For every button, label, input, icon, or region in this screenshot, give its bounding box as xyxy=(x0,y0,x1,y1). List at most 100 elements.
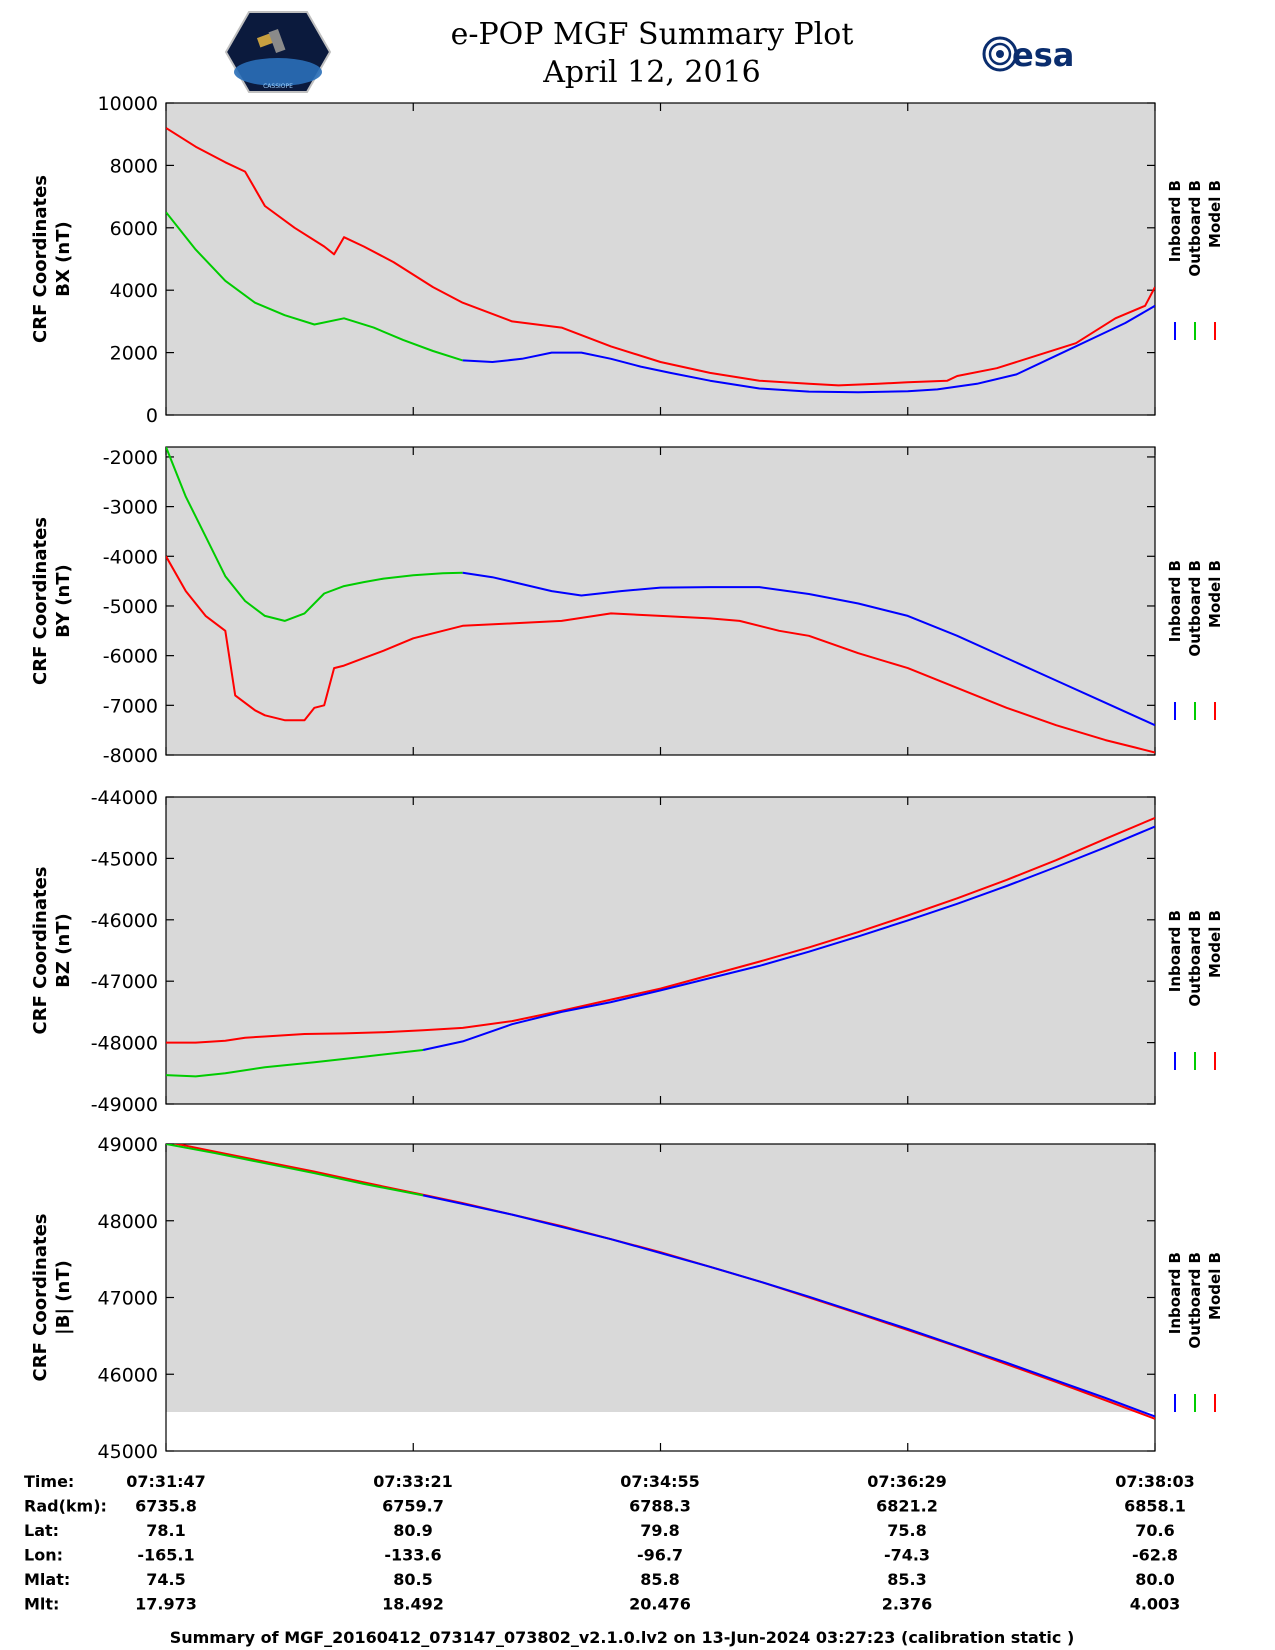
series-inboard-b xyxy=(462,571,1155,727)
info-row-label: Lon: xyxy=(24,1546,63,1565)
footer-text: Summary of MGF_20160412_073147_073802_v2… xyxy=(170,1628,1075,1647)
info-value: 18.492 xyxy=(382,1595,444,1614)
panel-background xyxy=(166,447,1155,755)
panel-bmag: 45000 46000 47000 48000 49000 CRF Coordinates… xyxy=(30,1134,1224,1463)
y-tick-label: 45000 xyxy=(98,1441,158,1463)
legend-label: Outboard B xyxy=(1186,180,1204,277)
cassiope-logo-text: CASSIOPE xyxy=(263,83,293,90)
panel-background xyxy=(166,1144,1155,1412)
y-axis-label-line1: CRF Coordinates xyxy=(30,1214,51,1382)
y-tick-label: 6000 xyxy=(110,218,158,240)
y-tick-label: -49000 xyxy=(91,1094,158,1116)
info-value: 20.476 xyxy=(629,1595,691,1614)
y-tick-label: -7000 xyxy=(103,695,158,717)
y-tick-label: -46000 xyxy=(91,910,158,932)
y-tick-label: 2000 xyxy=(110,343,158,365)
info-value: 6759.7 xyxy=(382,1497,444,1516)
plot-title: e-POP MGF Summary Plot xyxy=(451,17,854,52)
info-value: 85.3 xyxy=(887,1570,926,1589)
info-value: 74.5 xyxy=(146,1570,185,1589)
esa-logo: esa xyxy=(982,36,1074,74)
series-inboard-b xyxy=(422,825,1155,1051)
info-row-label: Mlt: xyxy=(24,1595,59,1614)
info-table: Time: 07:31:47 07:33:21 07:34:55 07:36:29 07:… xyxy=(24,1472,1195,1614)
info-value: 78.1 xyxy=(146,1521,185,1540)
y-tick-label: 8000 xyxy=(110,155,158,177)
info-row-label: Rad(km): xyxy=(24,1497,107,1516)
series-outboard-b xyxy=(166,447,463,622)
panel-background xyxy=(166,797,1155,1104)
y-tick-label: -8000 xyxy=(103,745,158,767)
info-value: -74.3 xyxy=(884,1546,930,1565)
info-value: 75.8 xyxy=(887,1521,926,1540)
legend-label: Inboard B xyxy=(1166,560,1184,642)
legend-label: Model B xyxy=(1206,910,1224,978)
y-tick-label: -2000 xyxy=(103,447,158,469)
info-value: -96.7 xyxy=(637,1546,683,1565)
info-value: 07:33:21 xyxy=(373,1472,453,1491)
info-value: 70.6 xyxy=(1135,1521,1174,1540)
info-value: 07:34:55 xyxy=(620,1472,700,1491)
y-tick-label: 49000 xyxy=(98,1134,158,1156)
cassiope-logo: CASSIOPE xyxy=(224,11,332,93)
legend-label: Outboard B xyxy=(1186,1252,1204,1349)
y-axis-label-line1: CRF Coordinates xyxy=(30,175,51,343)
y-tick-label: -4000 xyxy=(103,546,158,568)
info-value: -133.6 xyxy=(384,1546,441,1565)
panel-background xyxy=(166,103,1155,415)
info-row-label: Mlat: xyxy=(24,1570,70,1589)
info-value: 79.8 xyxy=(640,1521,679,1540)
series-outboard-b xyxy=(166,211,464,362)
legend-label: Outboard B xyxy=(1186,560,1204,657)
y-axis-label-line2: BX (nT) xyxy=(53,221,74,296)
y-tick-label: 48000 xyxy=(98,1211,158,1233)
info-value: 80.5 xyxy=(393,1570,432,1589)
info-row-label: Time: xyxy=(24,1472,74,1491)
info-value: 07:38:03 xyxy=(1115,1472,1195,1491)
panel-bz: -49000 -48000 -47000 -46000 -45000 -44000 CRF … xyxy=(30,787,1224,1116)
y-tick-label: 4000 xyxy=(110,280,158,302)
series-model-b xyxy=(166,127,1155,387)
y-tick-label: 0 xyxy=(146,405,158,427)
series-model-b xyxy=(166,816,1155,1044)
y-tick-label: -44000 xyxy=(91,787,158,809)
series-outboard-b xyxy=(166,1049,424,1078)
panel-bx: 0 2000 4000 6000 8000 10000 CRF Coordinates BX … xyxy=(30,93,1224,427)
info-value: 2.376 xyxy=(882,1595,933,1614)
legend-label: Model B xyxy=(1206,560,1224,628)
series-model-b xyxy=(166,555,1155,754)
panel-by: -8000 -7000 -6000 -5000 -4000 -3000 -2000 CRF C… xyxy=(30,446,1224,767)
series-inboard-b xyxy=(422,1194,1155,1418)
info-value: 6735.8 xyxy=(135,1497,197,1516)
info-value: 07:31:47 xyxy=(126,1472,206,1491)
y-axis-label-line2: BY (nT) xyxy=(53,564,74,638)
y-tick-label: -48000 xyxy=(91,1033,158,1055)
y-tick-label: -47000 xyxy=(91,971,158,993)
y-tick-label: -45000 xyxy=(91,848,158,870)
legend-label: Inboard B xyxy=(1166,180,1184,262)
y-tick-label: -6000 xyxy=(103,646,158,668)
legend-label: Inboard B xyxy=(1166,910,1184,992)
legend-label: Model B xyxy=(1206,1252,1224,1320)
info-value: 4.003 xyxy=(1130,1595,1181,1614)
y-tick-label: 47000 xyxy=(98,1288,158,1310)
legend-label: Inboard B xyxy=(1166,1252,1184,1334)
legend-label: Model B xyxy=(1206,180,1224,248)
y-tick-label: 10000 xyxy=(98,93,158,115)
info-value: 6788.3 xyxy=(629,1497,691,1516)
info-value: 80.0 xyxy=(1135,1570,1174,1589)
info-row-label: Lat: xyxy=(24,1521,59,1540)
y-axis-label-line2: |B| (nT) xyxy=(53,1260,74,1335)
series-inboard-b xyxy=(462,304,1155,394)
legend-label: Outboard B xyxy=(1186,910,1204,1007)
y-axis-label-line1: CRF Coordinates xyxy=(30,517,51,685)
info-value: 80.9 xyxy=(393,1521,432,1540)
y-tick-label: 46000 xyxy=(98,1364,158,1386)
esa-logo-text: esa xyxy=(1012,36,1074,74)
info-value: 6821.2 xyxy=(876,1497,938,1516)
info-value: -165.1 xyxy=(137,1546,194,1565)
info-value: 07:36:29 xyxy=(867,1472,947,1491)
y-axis-label-line2: BZ (nT) xyxy=(53,913,74,988)
info-value: 17.973 xyxy=(135,1595,197,1614)
